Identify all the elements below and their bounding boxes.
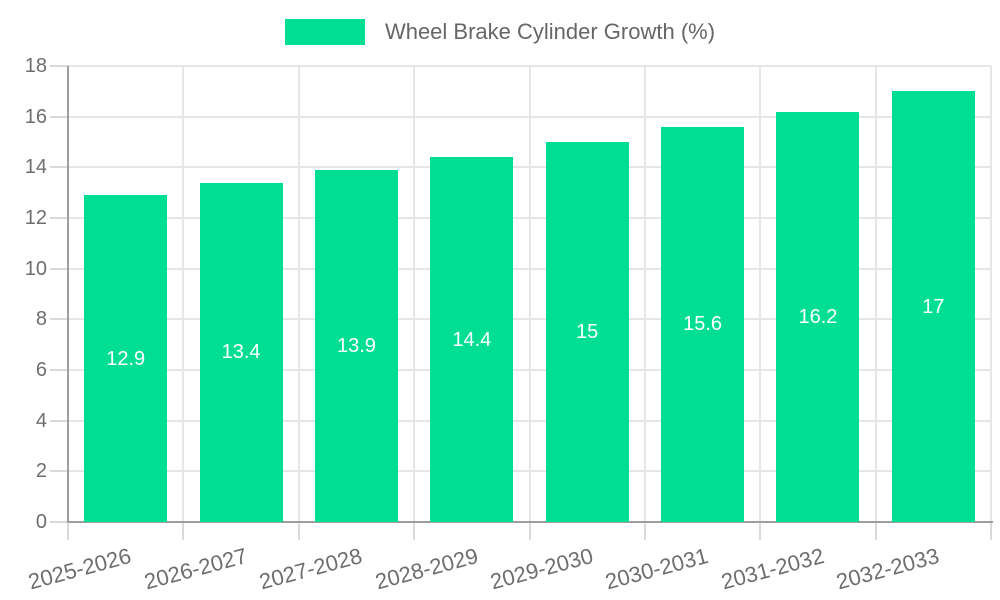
y-tick [50, 369, 68, 371]
bar[interactable] [199, 182, 283, 522]
x-tick [413, 522, 416, 540]
bar-value-label: 12.9 [106, 347, 146, 370]
bar-value-label: 15 [576, 321, 599, 343]
bar[interactable] [891, 91, 975, 522]
y-tick-label: 4 [35, 409, 47, 432]
bar-value-label: 13.9 [336, 334, 376, 357]
v-gridline [643, 66, 646, 522]
v-gridline [297, 66, 300, 522]
legend-swatch-icon [284, 19, 365, 45]
bar[interactable] [84, 195, 168, 522]
y-tick-label: 10 [24, 257, 47, 280]
x-tick-label: 2030-2031 [602, 543, 712, 595]
y-tick-label: 14 [24, 156, 47, 179]
v-gridline [874, 66, 877, 522]
y-tick-label: 6 [35, 359, 47, 381]
v-gridline [759, 66, 762, 522]
x-tick [297, 522, 300, 540]
y-tick [50, 267, 68, 270]
bar[interactable] [545, 142, 629, 522]
bar-value-label: 14.4 [452, 328, 492, 351]
v-gridline [413, 66, 416, 522]
y-axis-line [67, 66, 69, 523]
y-tick [50, 217, 68, 219]
x-tick-label: 2025-2026 [26, 543, 135, 595]
x-tick [67, 522, 69, 540]
y-tick [50, 318, 68, 321]
x-tick [643, 522, 646, 540]
x-tick-label: 2027-2028 [256, 543, 365, 595]
x-tick-label: 2029-2030 [487, 543, 596, 595]
y-tick-label: 16 [24, 105, 47, 128]
x-tick [874, 522, 877, 540]
bar[interactable] [776, 111, 860, 522]
v-gridline [528, 66, 531, 522]
bar[interactable] [314, 169, 398, 522]
x-tick-label: 2032-2033 [833, 543, 942, 595]
x-tick-label: 2026-2027 [141, 543, 250, 595]
y-tick [50, 470, 68, 473]
y-tick-label: 12 [24, 207, 47, 229]
y-tick [50, 115, 68, 118]
v-gridline [990, 66, 992, 522]
bar-value-label: 13.4 [221, 341, 261, 364]
y-tick [50, 166, 68, 169]
x-tick [182, 522, 185, 540]
legend-label: Wheel Brake Cylinder Growth (%) [384, 19, 716, 44]
legend[interactable]: Wheel Brake Cylinder Growth (%) [0, 16, 1000, 48]
x-tick [759, 522, 762, 540]
bar[interactable] [430, 157, 514, 522]
y-tick-label: 8 [35, 308, 47, 331]
x-tick [990, 522, 992, 540]
y-tick [50, 65, 68, 67]
bar-value-label: 16.2 [798, 305, 838, 328]
v-gridline [182, 66, 185, 522]
bar-value-label: 15.6 [683, 313, 723, 336]
y-tick-label: 2 [35, 460, 47, 483]
x-axis-line [67, 521, 993, 523]
y-tick [50, 419, 68, 422]
y-tick-label: 18 [24, 55, 47, 77]
y-tick-label: 0 [35, 511, 47, 533]
x-tick [528, 522, 531, 540]
x-tick-label: 2028-2029 [372, 543, 481, 595]
y-tick [50, 521, 68, 523]
bar-value-label: 17 [922, 295, 945, 318]
bar[interactable] [661, 126, 745, 522]
x-tick-label: 2031-2032 [718, 543, 827, 595]
